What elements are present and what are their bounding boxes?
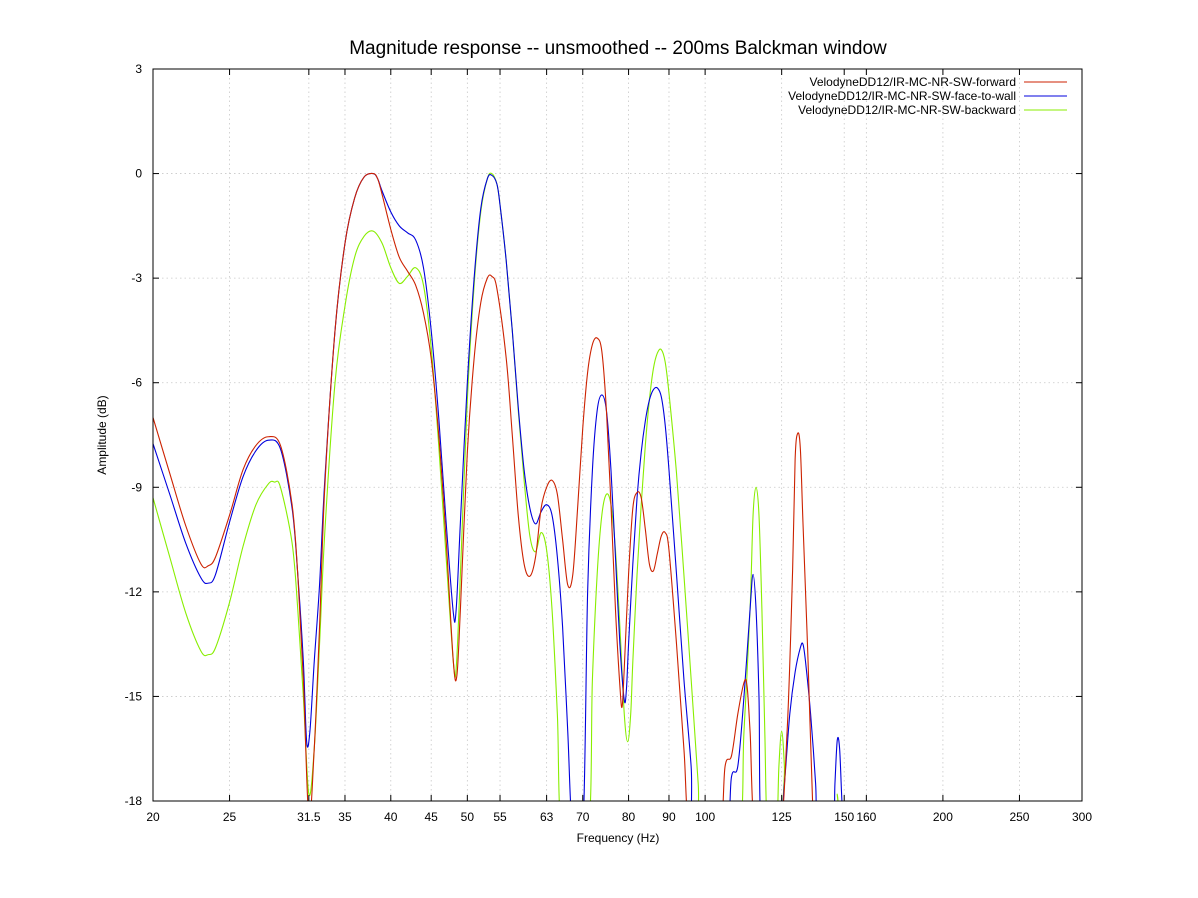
x-tick-label: 100 bbox=[695, 810, 715, 824]
y-tick-label: -6 bbox=[131, 376, 142, 390]
y-tick-label: -12 bbox=[125, 585, 143, 599]
chart-title: Magnitude response -- unsmoothed -- 200m… bbox=[349, 38, 887, 59]
y-tick-labels: 3 0 -3 -6 -9 -12 -15 -18 bbox=[125, 62, 143, 808]
x-tick-label: 160 bbox=[856, 810, 876, 824]
x-tick-label: 25 bbox=[223, 810, 237, 824]
legend-entry-backward-label: VelodyneDD12/IR-MC-NR-SW-backward bbox=[798, 103, 1016, 117]
x-tick-label: 40 bbox=[384, 810, 398, 824]
y-tick-label: 3 bbox=[135, 62, 142, 76]
y-tick-label: -15 bbox=[125, 689, 143, 703]
y-tick-label: 0 bbox=[135, 167, 142, 181]
series-lines bbox=[153, 172, 843, 801]
y-axis-label: Amplitude (dB) bbox=[95, 395, 109, 474]
plot-frame bbox=[152, 68, 1083, 802]
x-axis-label: Frequency (Hz) bbox=[577, 831, 660, 845]
legend-entry-forward-label: VelodyneDD12/IR-MC-NR-SW-forward bbox=[810, 75, 1017, 89]
x-tick-label: 90 bbox=[662, 810, 676, 824]
x-tick-label: 200 bbox=[933, 810, 953, 824]
x-tick-label: 50 bbox=[461, 810, 475, 824]
legend: VelodyneDD12/IR-MC-NR-SW-forwardVelodyne… bbox=[788, 75, 1067, 117]
y-tick-label: -3 bbox=[131, 271, 142, 285]
axis-ticks bbox=[152, 68, 1083, 802]
x-tick-label: 35 bbox=[338, 810, 352, 824]
series-forward-line bbox=[153, 172, 814, 801]
grid-lines bbox=[153, 69, 1082, 801]
x-tick-label: 150 bbox=[834, 810, 854, 824]
x-tick-label: 80 bbox=[622, 810, 636, 824]
x-tick-labels: 20 25 31.5 35 40 45 50 55 63 70 80 90 100 125 150 160 20… bbox=[146, 810, 1092, 824]
x-tick-label: 125 bbox=[772, 810, 792, 824]
y-tick-label: -18 bbox=[125, 794, 143, 808]
series-face-to-wall-line bbox=[153, 172, 843, 801]
series-backward-line bbox=[153, 172, 839, 801]
legend-entry-face-to-wall-label: VelodyneDD12/IR-MC-NR-SW-face-to-wall bbox=[788, 89, 1016, 103]
x-tick-label: 300 bbox=[1072, 810, 1092, 824]
x-tick-label: 63 bbox=[540, 810, 554, 824]
x-tick-label: 20 bbox=[146, 810, 160, 824]
x-tick-label: 250 bbox=[1009, 810, 1029, 824]
x-tick-label: 55 bbox=[493, 810, 507, 824]
x-tick-label: 45 bbox=[425, 810, 439, 824]
y-tick-label: -9 bbox=[131, 480, 142, 494]
x-tick-label: 70 bbox=[576, 810, 590, 824]
x-tick-label: 31.5 bbox=[297, 810, 321, 824]
